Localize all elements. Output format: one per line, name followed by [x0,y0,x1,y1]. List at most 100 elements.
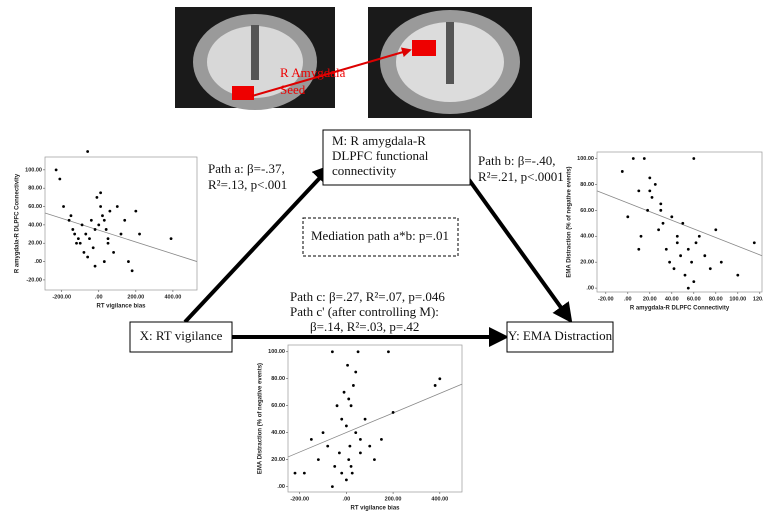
y-tick-label: 60.00 [271,403,285,409]
path-a-label: R²=.13, p<.001 [208,177,287,192]
data-point [93,228,97,231]
x-tick-label: 400.00 [164,294,181,300]
x-tick-label: 20.00 [643,296,657,302]
data-point [683,273,687,277]
data-point [76,237,80,241]
data-point [694,241,698,245]
data-point [637,247,641,251]
data-point [344,424,348,428]
node-y-box [506,321,614,353]
data-point [112,250,115,254]
data-point [681,221,685,225]
data-point [347,458,351,462]
data-point [78,241,82,245]
y-tick-label: 60.00 [28,204,42,210]
data-point [639,234,643,238]
data-point [62,205,65,208]
data-point [119,232,123,236]
data-point [348,444,352,448]
x-tick-label: .00 [343,496,351,502]
plot-frame [596,151,763,293]
path-a-label: Path a: β=-.37, [208,161,285,176]
data-point [664,247,668,251]
node-m-label: connectivity [332,163,397,178]
y-axis-label: EMA Distraction (% of negative events) [258,363,264,474]
data-point [675,234,679,238]
data-point [714,228,718,232]
seed-label: R Amygdala [280,65,346,80]
x-tick-label: -20.00 [598,296,614,302]
data-point [69,214,73,218]
data-point [330,485,334,489]
x-axis-label: RT vigilance bias [350,506,400,512]
data-point [82,250,86,254]
fit-line [596,190,763,257]
data-point [340,471,344,475]
data-point [91,246,95,250]
x-tick-label: 200.00 [127,294,144,300]
data-point [134,209,138,213]
data-point [659,202,663,206]
data-point [67,218,71,222]
data-point [380,438,383,441]
data-point [108,209,112,213]
data-point [653,183,657,186]
plot-frame [44,156,198,291]
x-tick-label: 60.00 [687,296,701,302]
data-point [672,267,676,271]
data-point [326,444,330,448]
path-b-arrow [460,168,573,324]
data-point [302,471,306,475]
data-point [351,384,355,387]
data-point [106,241,110,245]
data-point [697,234,701,238]
data-point [97,223,101,227]
data-point [659,208,663,212]
data-point [347,397,351,401]
data-point [169,237,173,241]
data-point [373,458,376,462]
y-tick-label: 20.00 [271,457,285,463]
data-point [368,444,372,448]
data-point [626,215,630,219]
node-m-label: M: R amygdala-R [332,133,426,148]
y-axis-label: EMA Distraction (% of negative events) [567,166,573,277]
data-point [354,370,358,374]
x-tick-label: 200.00 [385,496,402,502]
data-point [679,254,682,258]
path-b-label: R²=.21, p<.0001 [478,169,564,184]
data-point [309,438,313,441]
node-x-box [129,321,233,353]
data-point [363,417,367,421]
y-tick-label: 80.00 [580,182,594,188]
data-point [115,205,119,208]
y-tick-label: .00 [34,259,42,265]
plot-frame [287,344,463,493]
data-point [708,267,712,271]
data-point [668,260,671,264]
data-point [342,390,346,394]
y-tick-label: 100.00 [268,349,285,355]
y-tick-label: .00 [586,286,594,292]
y-tick-label: 40.00 [580,234,594,240]
data-point [646,208,649,212]
data-point [661,221,665,225]
data-point [349,464,353,468]
data-point [387,350,390,354]
y-tick-label: 20.00 [28,241,42,247]
y-tick-label: -20.00 [26,277,42,283]
data-point [344,478,348,482]
data-point [354,431,358,435]
data-point [89,218,93,222]
data-point [690,260,693,264]
mediation-label: Mediation path a*b: p=.01 [311,228,449,243]
y-tick-label: 20.00 [580,260,594,266]
data-point [86,255,90,259]
data-point [648,189,652,193]
data-point [102,260,106,263]
data-point [346,363,349,367]
x-tick-label: 100.00 [729,296,746,302]
data-point [54,168,58,172]
x-tick-label: 400.00 [431,496,448,502]
data-point [692,280,696,284]
